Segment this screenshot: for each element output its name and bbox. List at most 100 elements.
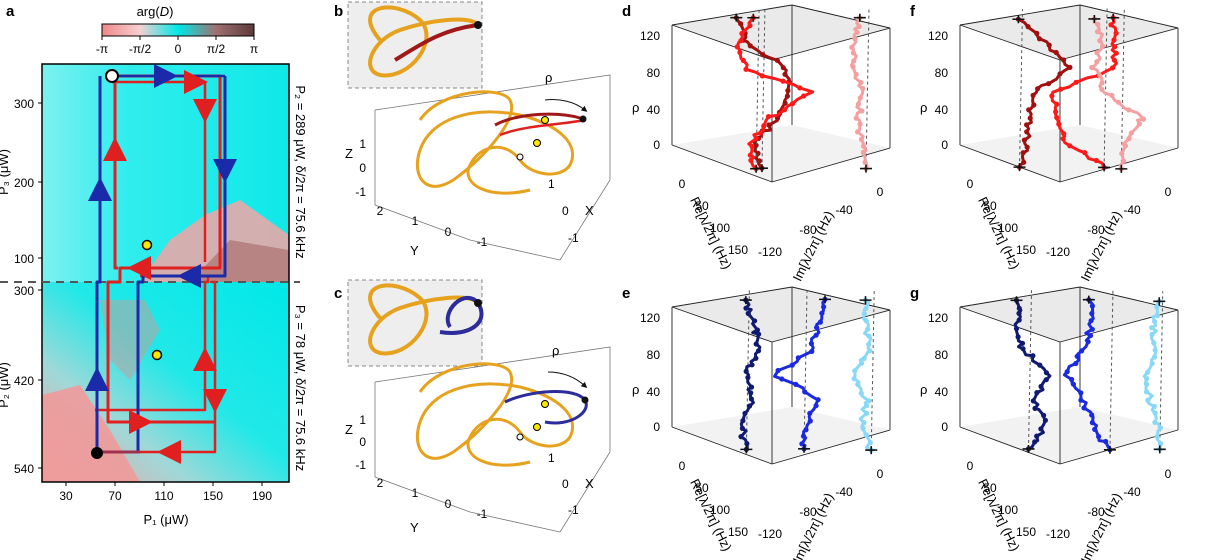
strand-point (1024, 129, 1030, 135)
strand-point (852, 368, 858, 374)
bottom-plane (672, 407, 890, 464)
strand-point (851, 376, 857, 382)
strand-point (793, 381, 799, 387)
im-tick: -40 (1123, 203, 1141, 217)
strand-end-marker (1013, 163, 1026, 172)
strand-point (1016, 305, 1022, 311)
eigenvalue-strand (1013, 299, 1052, 451)
rho-tick: 40 (935, 385, 949, 399)
strand-point (1122, 143, 1129, 149)
strand-end-marker (1022, 444, 1035, 453)
strand-point (797, 85, 803, 91)
x-axis-label: X (585, 203, 594, 218)
strand-end-marker (1153, 445, 1166, 454)
strand-end-marker (747, 13, 760, 22)
z-tick: 1 (359, 413, 366, 427)
strand-point (780, 65, 786, 71)
strand-point (1085, 339, 1091, 345)
strand-point (1094, 50, 1100, 56)
strand-point (800, 433, 807, 439)
strand-point (1152, 318, 1158, 325)
strand-point (1158, 441, 1164, 447)
strand-point (855, 129, 861, 135)
strand-point (752, 318, 758, 324)
strand-point (860, 149, 866, 155)
im-tick: 0 (877, 467, 884, 481)
strand-point (738, 21, 744, 27)
box-edge (671, 286, 793, 308)
strand-point (1149, 331, 1155, 337)
strand-point (814, 324, 820, 331)
box-edge (671, 306, 773, 343)
strand-point (1113, 50, 1119, 56)
strand-point (1016, 310, 1022, 316)
strand-point (1020, 346, 1026, 352)
strand-point (864, 410, 870, 416)
strand-point (1034, 390, 1040, 396)
rho-tick: 120 (928, 29, 948, 43)
strand-point (1069, 376, 1075, 383)
strand-point (1089, 420, 1095, 426)
strand-point (855, 381, 861, 387)
strand-point (766, 122, 772, 128)
box-edge (671, 4, 793, 26)
im-axis-label: Im[λ/2π] (Hz) (790, 209, 837, 284)
strand-point (1100, 43, 1106, 49)
strand-point (1112, 44, 1118, 50)
eigenvalue-strand (773, 298, 827, 450)
strand-point (857, 121, 863, 127)
strand-point (807, 410, 813, 416)
strand-point (857, 95, 863, 101)
strand-point (866, 398, 872, 404)
strand-point (749, 143, 755, 150)
knot-inset-gold (368, 283, 480, 356)
strand-point (813, 403, 819, 409)
rho-tick: 80 (935, 66, 949, 80)
strand-point (739, 30, 745, 37)
panel-label-a: a (6, 3, 15, 20)
z-tick: 1 (359, 137, 366, 151)
strand-point (737, 49, 743, 56)
z-tick: 0 (359, 161, 366, 175)
strand-point (753, 142, 759, 148)
im-axis-label: Im[λ/2π] (Hz) (1078, 491, 1125, 560)
colorbar-gradient (101, 23, 255, 37)
strand-point (1094, 59, 1100, 65)
strand-point (740, 418, 746, 424)
strand-point (784, 93, 790, 99)
strand-point (861, 311, 867, 317)
strand-point (1126, 107, 1132, 113)
strand-end-marker (859, 164, 872, 173)
re-tick: 50 (695, 481, 709, 495)
panel-label-e: e (622, 285, 630, 302)
strand-point (1064, 369, 1070, 375)
knot-curve-gold (415, 90, 574, 195)
knot-curve-highlight (494, 112, 581, 127)
strand-point (815, 397, 821, 403)
box-edge (1059, 147, 1179, 183)
strand-point (782, 100, 788, 106)
rho-tick: 0 (653, 420, 660, 434)
top-plane (960, 287, 1178, 342)
z-tick: -1 (355, 185, 366, 199)
strand-point (1111, 57, 1117, 63)
strand-point (1019, 340, 1026, 346)
strand-point (753, 136, 759, 142)
strand-point (849, 44, 855, 50)
strand-point (1089, 303, 1095, 309)
strand-point (1154, 434, 1160, 440)
encircling-paths (85, 64, 237, 464)
strand-end-marker (1082, 295, 1095, 304)
top-y-tick: 300 (14, 97, 34, 111)
box-edge (959, 426, 1061, 465)
strand-point (860, 143, 867, 149)
strand-point (1038, 426, 1044, 432)
strand-end-marker (1012, 15, 1025, 24)
im-tick: -80 (799, 505, 817, 519)
knot-inset-highlight (393, 23, 479, 62)
strand-point (1043, 370, 1049, 376)
x-tick: -1 (568, 231, 579, 245)
strand-point (1149, 360, 1155, 367)
strand-point (1061, 57, 1067, 63)
